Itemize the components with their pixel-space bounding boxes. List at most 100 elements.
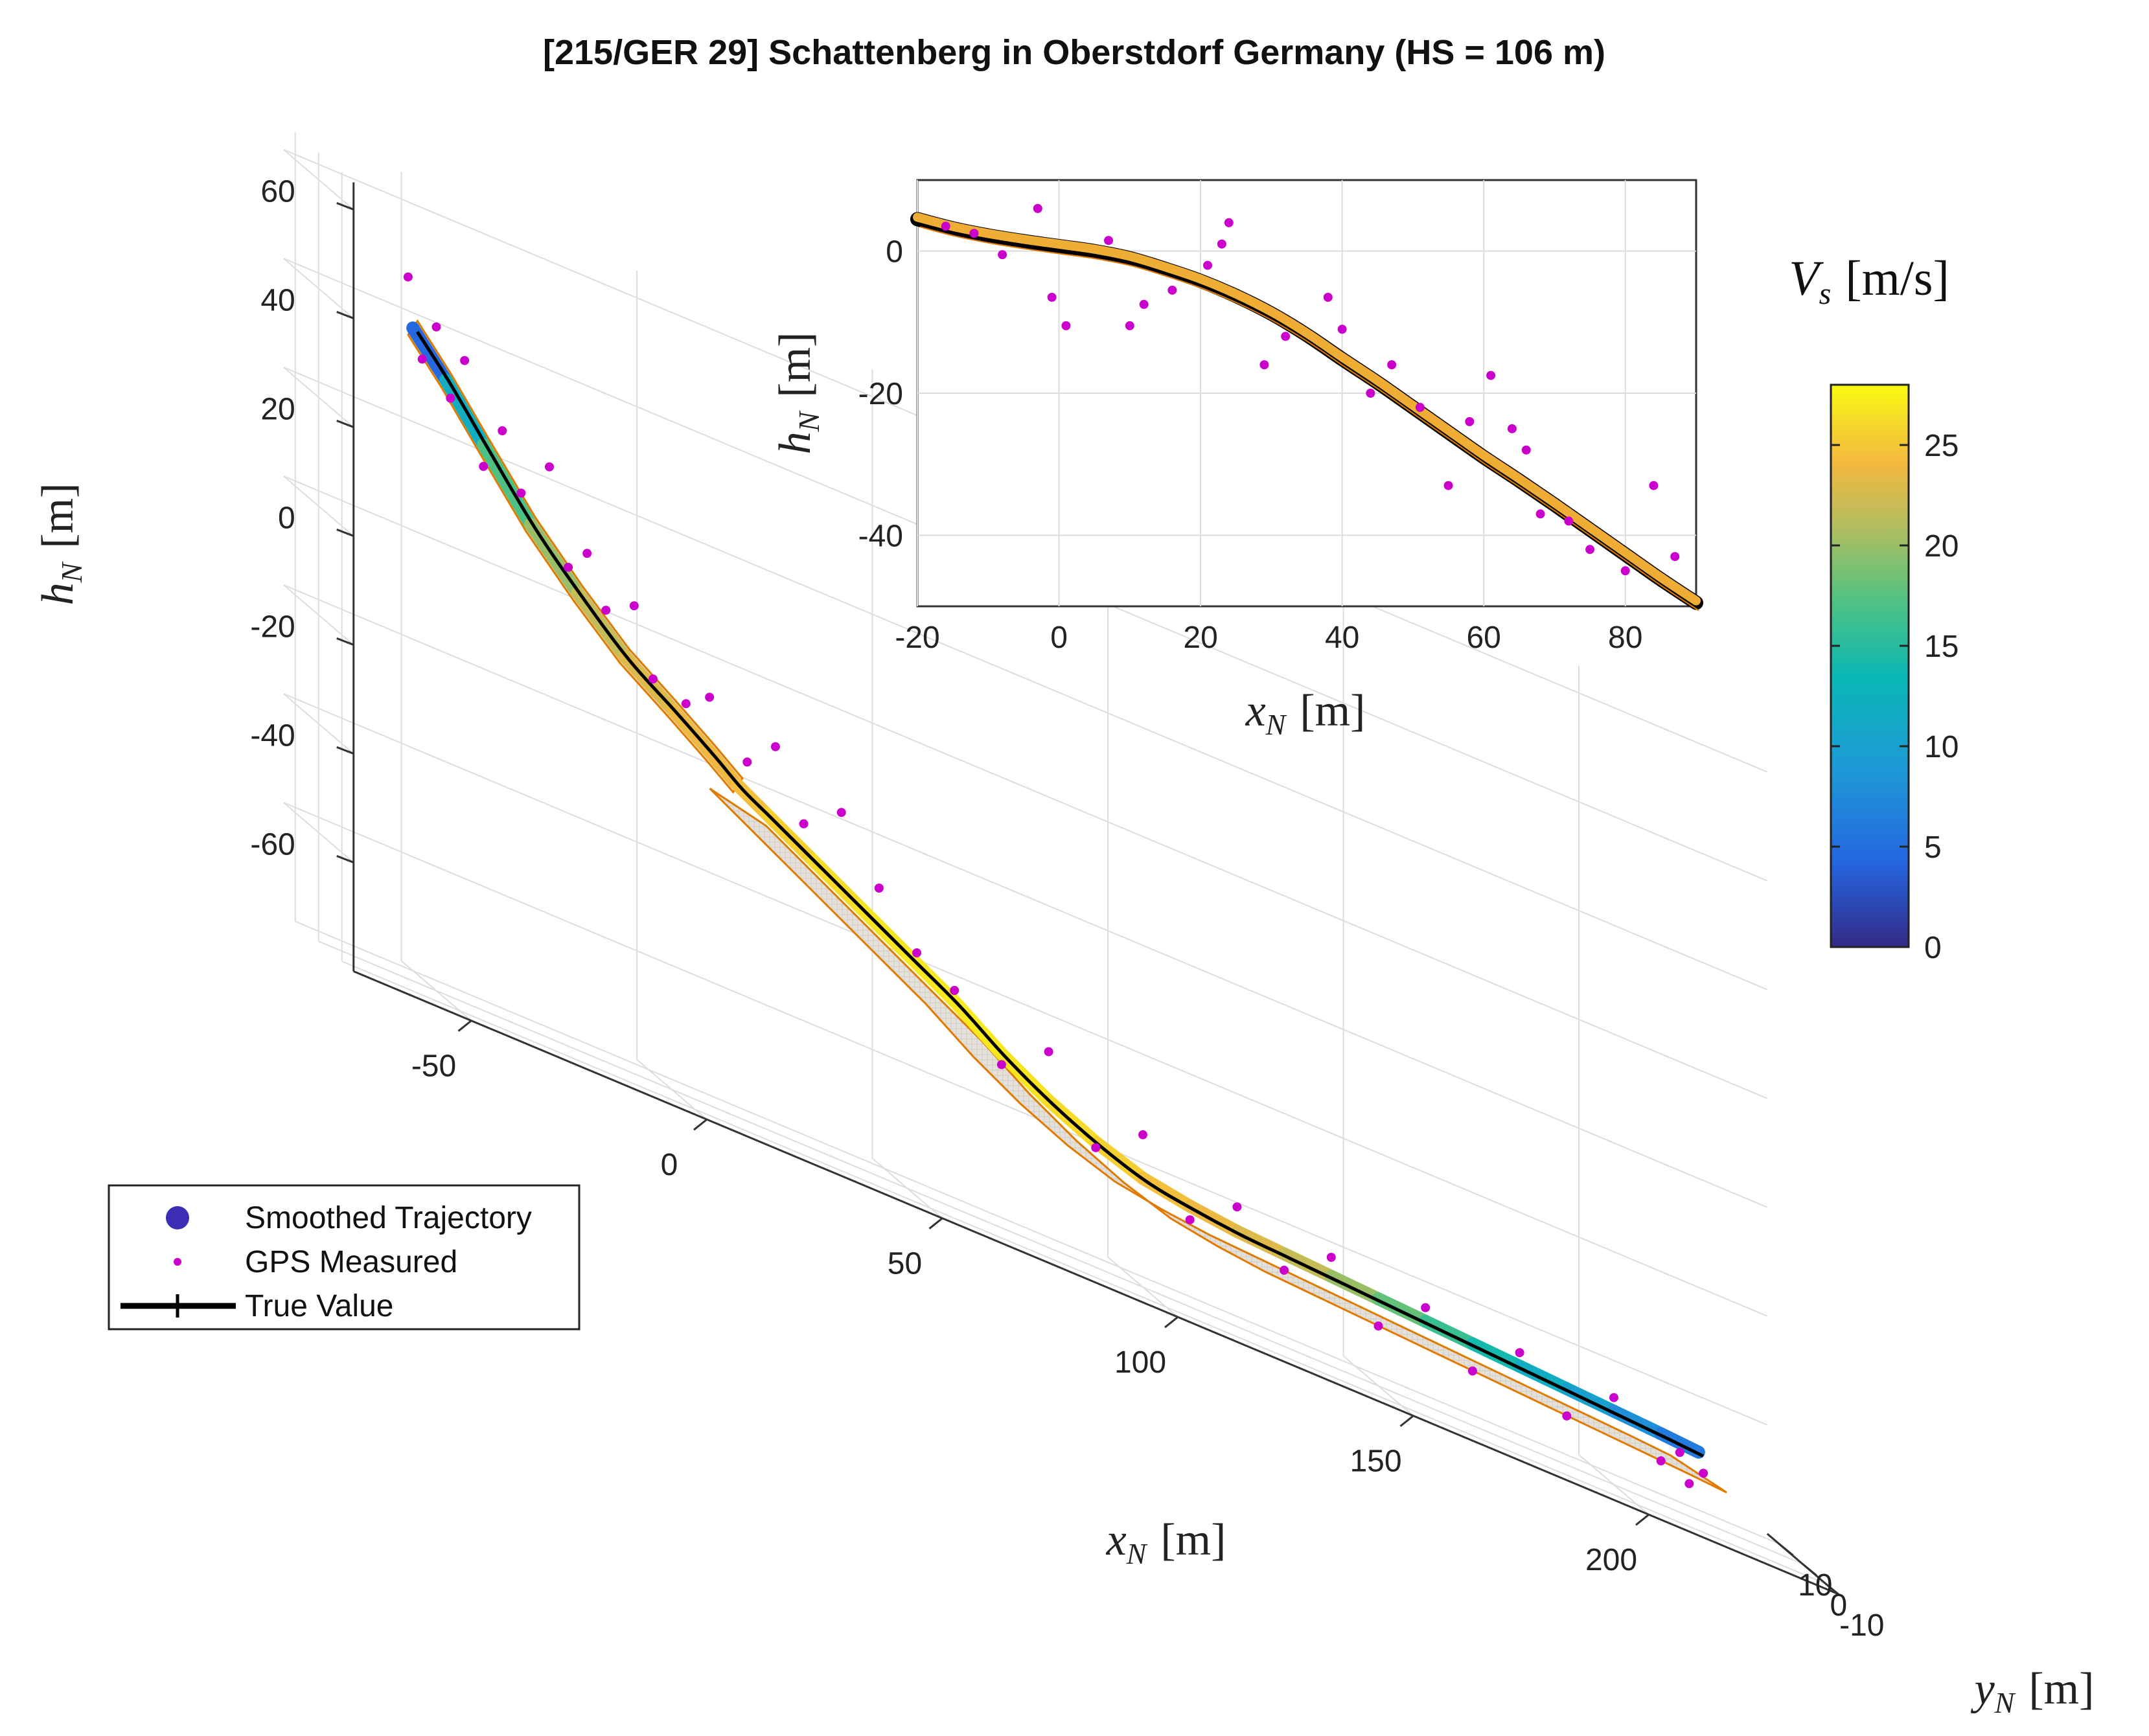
3d-axes xyxy=(336,182,1841,1596)
inset-gps-point xyxy=(1281,332,1291,341)
gps-point xyxy=(1138,1130,1147,1139)
colorbar-label: Vs [m/s] xyxy=(1789,251,1949,311)
z-tick xyxy=(336,637,354,646)
gps-point xyxy=(770,742,780,751)
inset-gps-point xyxy=(1323,292,1333,302)
inset-tick-labels: -20 0 20 40 60 80 0 -20 -40 xyxy=(858,235,1643,655)
inset-gps-point xyxy=(1104,236,1114,246)
inset-x-tick-label: 20 xyxy=(1183,621,1217,655)
x-axis-line xyxy=(353,970,1838,1595)
gps-point xyxy=(1699,1468,1708,1478)
grid-line xyxy=(295,920,1780,1545)
legend-marker-gps-icon xyxy=(174,1258,181,1266)
inset-gps-point xyxy=(1443,481,1453,490)
legend: Smoothed Trajectory GPS Measured True Va… xyxy=(108,1184,580,1331)
inset-gps-point xyxy=(1224,218,1234,227)
inset-gps-point xyxy=(1033,203,1042,213)
gps-point xyxy=(742,757,752,767)
y-tick xyxy=(1778,1543,1794,1557)
gps-point xyxy=(1044,1047,1053,1056)
gps-point xyxy=(1421,1303,1431,1312)
gps-point xyxy=(601,606,611,615)
x-tick-labels: -50 0 50 100 150 200 xyxy=(411,1049,1637,1578)
colorbar-tick-label: 5 xyxy=(1924,830,1942,865)
inset-gps-point xyxy=(1535,509,1545,519)
inset-gps-point xyxy=(1047,292,1057,302)
inset-gps-point xyxy=(1465,417,1475,426)
colorbar-tick-label: 15 xyxy=(1924,630,1959,664)
grid-line xyxy=(283,584,1768,1208)
x-tick xyxy=(928,1217,943,1229)
z-tick-label: 60 xyxy=(260,174,295,209)
colorbar-gradient xyxy=(1830,383,1910,948)
x-tick xyxy=(693,1119,707,1131)
inset-trajectory-line xyxy=(913,212,1701,606)
inset-gps-point xyxy=(1139,299,1149,309)
gps-point xyxy=(1373,1321,1383,1331)
y-tick-label: 10 xyxy=(1798,1568,1832,1603)
gps-point xyxy=(912,948,922,957)
x-tick-label: 150 xyxy=(1350,1445,1401,1479)
gps-point xyxy=(874,884,884,893)
smoothed-trajectory xyxy=(406,321,1705,1459)
inset-gps-point xyxy=(1670,552,1680,562)
z-tick-label: -20 xyxy=(250,610,295,644)
x-tick-label: 100 xyxy=(1114,1345,1166,1380)
inset-gps-point xyxy=(1507,424,1517,433)
gps-point xyxy=(1326,1253,1336,1262)
grid-line xyxy=(283,693,1768,1317)
legend-marker-smoothed-icon xyxy=(166,1206,189,1229)
gps-point xyxy=(799,819,809,828)
colorbar-tick-label: 25 xyxy=(1924,429,1959,463)
inset-x-tick-label: 60 xyxy=(1466,621,1500,655)
inset-gps-point xyxy=(1366,389,1375,398)
legend-label-gps: GPS Measured xyxy=(245,1245,457,1279)
colorbar: Vs [m/s] 0 5 10 15 20 25 xyxy=(1789,251,1959,965)
z-axis-label: hN[m] xyxy=(33,483,88,606)
gps-point xyxy=(403,272,413,282)
x-tick xyxy=(1635,1514,1649,1526)
trajectory-segment xyxy=(406,321,453,387)
gps-point xyxy=(1280,1265,1289,1275)
gps-point xyxy=(1515,1348,1524,1358)
x-tick-label: 0 xyxy=(661,1148,678,1182)
inset-2d-plot: -20 0 20 40 60 80 0 -20 -40 xN [m] hN[m] xyxy=(770,179,1703,741)
inset-gps-point xyxy=(1337,325,1347,334)
inset-gps-point xyxy=(1585,545,1595,554)
gps-point xyxy=(648,674,658,684)
gps-point xyxy=(431,322,441,332)
gps-point xyxy=(1656,1456,1666,1466)
landing-hill-surface xyxy=(709,788,1727,1494)
gps-point xyxy=(564,562,573,572)
colorbar-tick-label: 0 xyxy=(1924,931,1942,965)
gps-point xyxy=(582,549,592,558)
gps-point xyxy=(1185,1215,1195,1225)
gps-point xyxy=(681,699,691,709)
inset-gps-point xyxy=(1125,321,1134,330)
gps-point xyxy=(1232,1202,1242,1212)
colorbar-ticks: 0 5 10 15 20 25 xyxy=(1831,429,1959,965)
inset-surface-edge xyxy=(919,226,1699,611)
x-axis-label: xN [m] xyxy=(1106,1515,1226,1570)
gps-point xyxy=(950,986,960,995)
legend-label-true-value: True Value xyxy=(245,1289,393,1323)
gps-point xyxy=(1467,1366,1477,1376)
y-tick xyxy=(1801,1562,1817,1577)
gps-point xyxy=(544,462,554,472)
inset-gps-point xyxy=(969,229,979,238)
inset-x-axis-label: xN [m] xyxy=(1245,686,1366,741)
colorbar-tick-label: 10 xyxy=(1924,730,1959,764)
grid-line xyxy=(283,367,1768,990)
y-tick-labels: 100-10 xyxy=(1798,1568,1884,1643)
z-tick xyxy=(336,746,354,755)
inset-gps-point xyxy=(998,250,1007,260)
inset-gps-point xyxy=(1061,321,1071,330)
x-tick xyxy=(1399,1415,1414,1427)
x-tick-label: -50 xyxy=(411,1049,456,1084)
inset-x-tick-label: 80 xyxy=(1608,621,1642,655)
grid-line xyxy=(341,961,1826,1584)
inset-x-tick-label: 0 xyxy=(1050,621,1068,655)
z-tick-label: 0 xyxy=(278,501,295,535)
inset-gps-point xyxy=(1521,445,1531,455)
